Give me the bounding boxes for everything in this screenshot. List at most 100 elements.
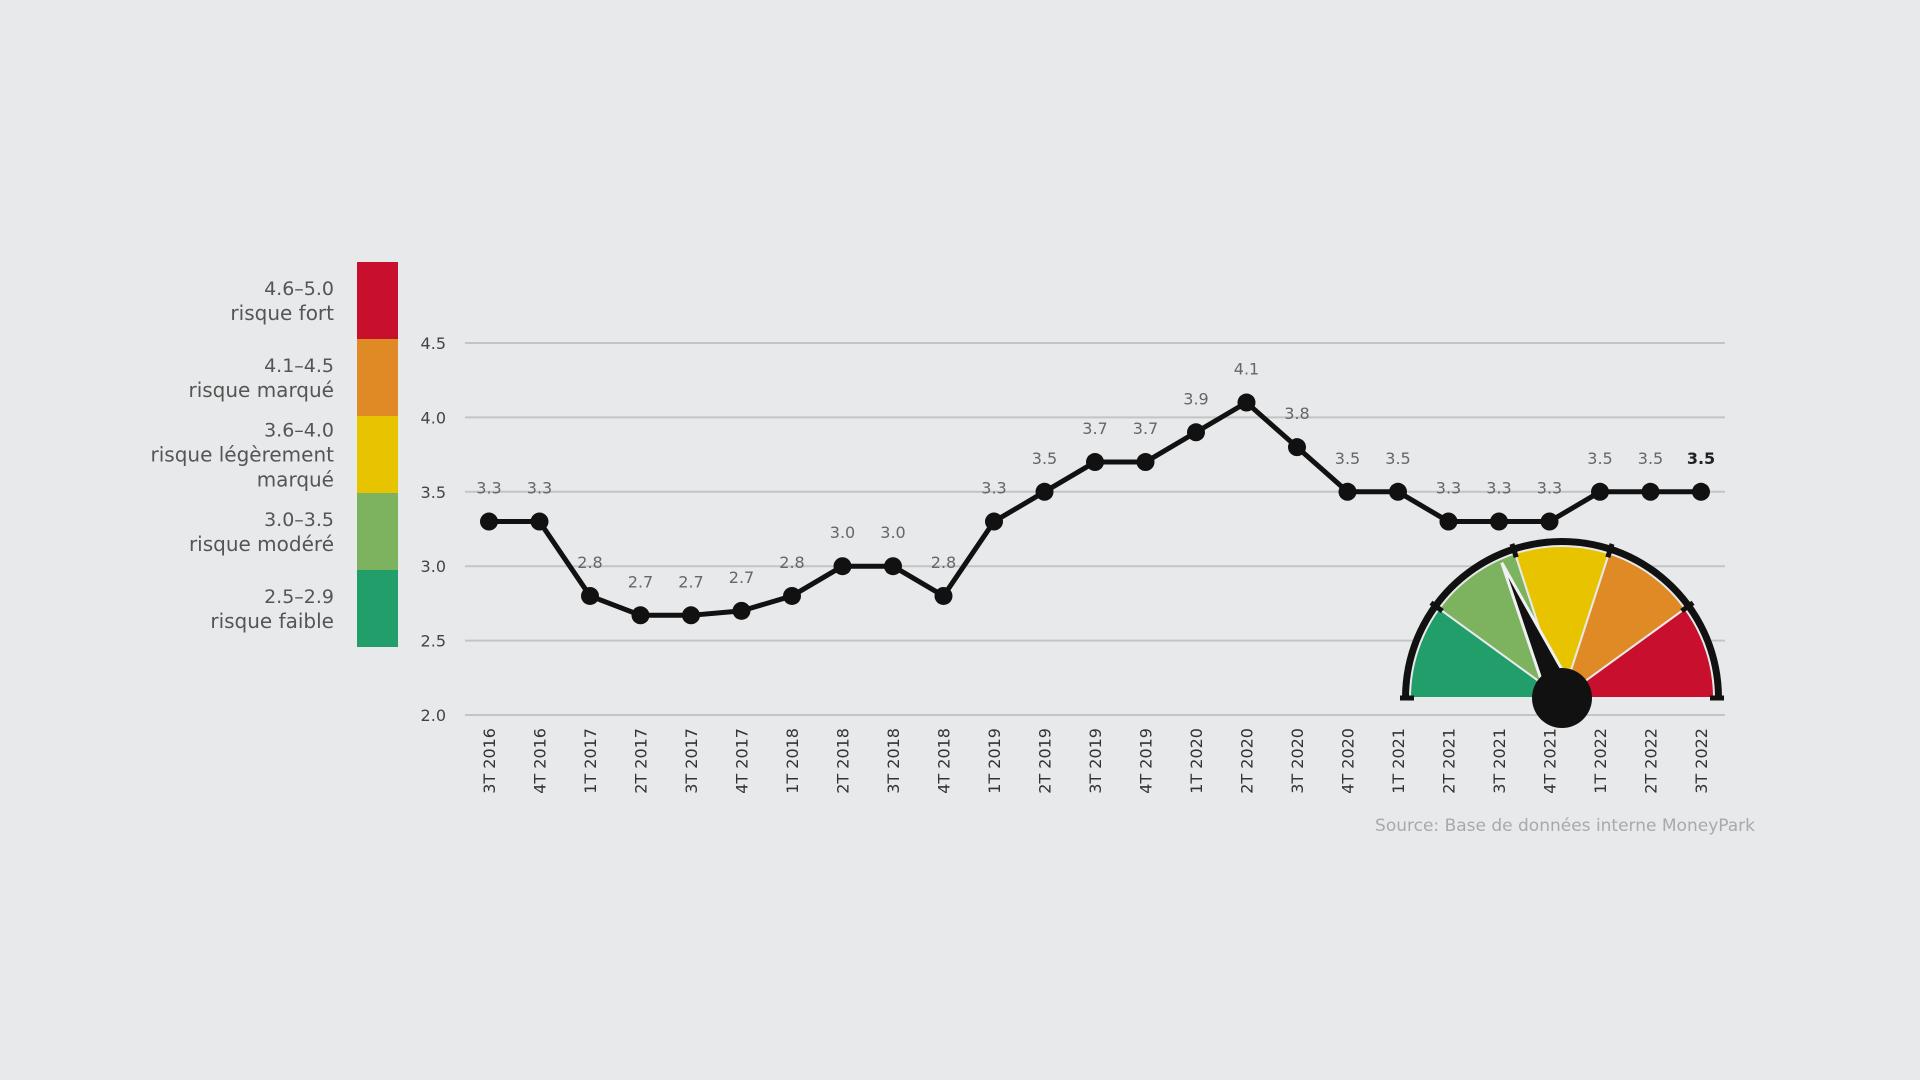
gauge-hub <box>1532 668 1592 728</box>
data-point <box>480 512 498 531</box>
x-tick-label: 2T 2020 <box>1238 728 1257 794</box>
risk-gauge-icon <box>1400 538 1724 728</box>
data-point <box>1540 512 1559 531</box>
gauge-segment <box>1560 552 1687 701</box>
risk-band-label: risque légèrement <box>151 443 335 467</box>
data-label: 3.9 <box>1183 389 1208 408</box>
x-tick-label: 2T 2019 <box>1036 728 1055 794</box>
data-point <box>1338 482 1357 501</box>
data-label: 3.3 <box>1537 479 1562 498</box>
data-label: 3.5 <box>1032 449 1057 468</box>
data-label: 3.5 <box>1587 449 1612 468</box>
x-tick-label: 1T 2022 <box>1591 728 1610 794</box>
risk-band-range: 3.0–3.5 <box>264 509 334 531</box>
x-tick-label: 1T 2017 <box>581 728 600 794</box>
risk-band-4 <box>357 570 398 647</box>
gauge-tick <box>1509 543 1519 559</box>
data-label: 2.8 <box>931 553 956 572</box>
risk-band-1 <box>357 339 398 416</box>
data-point <box>884 557 902 576</box>
data-point <box>1641 482 1660 501</box>
risk-band-label: marqué <box>257 468 334 492</box>
x-tick-label: 3T 2022 <box>1692 728 1711 794</box>
x-tick-label: 3T 2017 <box>682 728 701 794</box>
data-point <box>732 601 751 620</box>
risk-band-label: risque marqué <box>188 378 334 402</box>
gauge-segment <box>1408 607 1566 699</box>
data-label: 3.3 <box>1436 479 1461 498</box>
data-label: 3.5 <box>1385 449 1410 468</box>
x-tick-label: 1T 2021 <box>1389 728 1408 794</box>
risk-band-range: 4.6–5.0 <box>264 278 334 300</box>
risk-band-label: risque fort <box>230 301 334 325</box>
x-tick-label: 3T 2018 <box>884 728 903 794</box>
gauge-segment <box>1558 607 1716 699</box>
x-tick-label: 4T 2018 <box>935 728 954 794</box>
data-point <box>985 512 1003 531</box>
data-point <box>1035 482 1054 501</box>
data-point <box>1187 423 1205 442</box>
data-label: 3.3 <box>1486 479 1511 498</box>
data-label: 3.3 <box>476 479 501 498</box>
data-point <box>631 606 650 625</box>
data-point <box>682 606 700 625</box>
x-tick-label: 3T 2016 <box>480 728 499 794</box>
x-tick-label: 3T 2021 <box>1490 728 1509 794</box>
y-tick-label: 3.5 <box>421 483 446 502</box>
x-tick-label: 2T 2022 <box>1642 728 1661 794</box>
x-axis-ticks: 3T 2016 4T 2016 1T 2017 2T 2017 3T 2017 4T 20… <box>480 728 1711 794</box>
data-point <box>934 586 953 605</box>
risk-band-label: risque modéré <box>189 532 334 556</box>
data-point <box>581 586 599 605</box>
x-tick-label: 4T 2017 <box>733 728 752 794</box>
risk-band-2 <box>357 416 398 493</box>
data-point <box>1136 453 1155 472</box>
risk-band-range: 4.1–4.5 <box>264 355 334 377</box>
x-tick-label: 4T 2020 <box>1339 728 1358 794</box>
data-point <box>783 586 801 605</box>
data-label: 2.7 <box>628 572 653 591</box>
x-tick-label: 2T 2017 <box>632 728 651 794</box>
risk-band-range: 2.5–2.9 <box>264 586 334 608</box>
data-point <box>1389 482 1407 501</box>
data-label: 2.8 <box>779 553 804 572</box>
data-label: 3.7 <box>1133 419 1158 438</box>
data-label: 3.8 <box>1284 404 1309 423</box>
data-point <box>1086 453 1104 472</box>
x-tick-label: 4T 2016 <box>531 728 550 794</box>
source-note: Source: Base de données interne MoneyPar… <box>1375 816 1755 836</box>
data-label: 2.7 <box>729 568 754 587</box>
x-tick-label: 1T 2020 <box>1187 728 1206 794</box>
y-tick-label: 4.0 <box>421 408 446 427</box>
data-label: 3.5 <box>1638 449 1663 468</box>
y-tick-label: 4.5 <box>421 334 446 353</box>
data-point <box>1591 482 1609 501</box>
gauge-segment <box>1513 545 1611 702</box>
data-label: 4.1 <box>1234 360 1259 379</box>
data-label: 3.7 <box>1082 419 1107 438</box>
data-label: 2.8 <box>577 553 602 572</box>
data-point <box>833 557 852 576</box>
y-tick-label: 3.0 <box>421 557 446 576</box>
data-point <box>1288 438 1306 457</box>
y-axis-ticks: 2.0 2.5 3.0 3.5 4.0 4.5 <box>421 334 446 725</box>
y-tick-label: 2.0 <box>421 706 446 725</box>
x-tick-label: 4T 2021 <box>1541 728 1560 794</box>
data-label: 3.5 <box>1335 449 1360 468</box>
x-tick-label: 2T 2018 <box>834 728 853 794</box>
gauge-tick <box>1680 600 1695 614</box>
x-tick-label: 2T 2021 <box>1440 728 1459 794</box>
data-point <box>1439 512 1458 531</box>
x-tick-label: 1T 2019 <box>985 728 1004 794</box>
x-tick-label: 3T 2019 <box>1086 728 1105 794</box>
risk-band-0 <box>357 262 398 339</box>
x-tick-label: 3T 2020 <box>1288 728 1307 794</box>
risk-band-label: risque faible <box>210 609 334 633</box>
gauge-tick <box>1429 600 1444 614</box>
data-label: 3.3 <box>981 479 1006 498</box>
gauge-segment <box>1437 552 1564 701</box>
grid-lines <box>465 342 1725 716</box>
data-labels: 3.3 3.3 2.8 2.7 2.7 2.7 2.8 3.0 3.0 2.8 3.3 3.5 3.7 3… <box>476 360 1715 592</box>
x-tick-label: 1T 2018 <box>783 728 802 794</box>
risk-band-3 <box>357 493 398 570</box>
